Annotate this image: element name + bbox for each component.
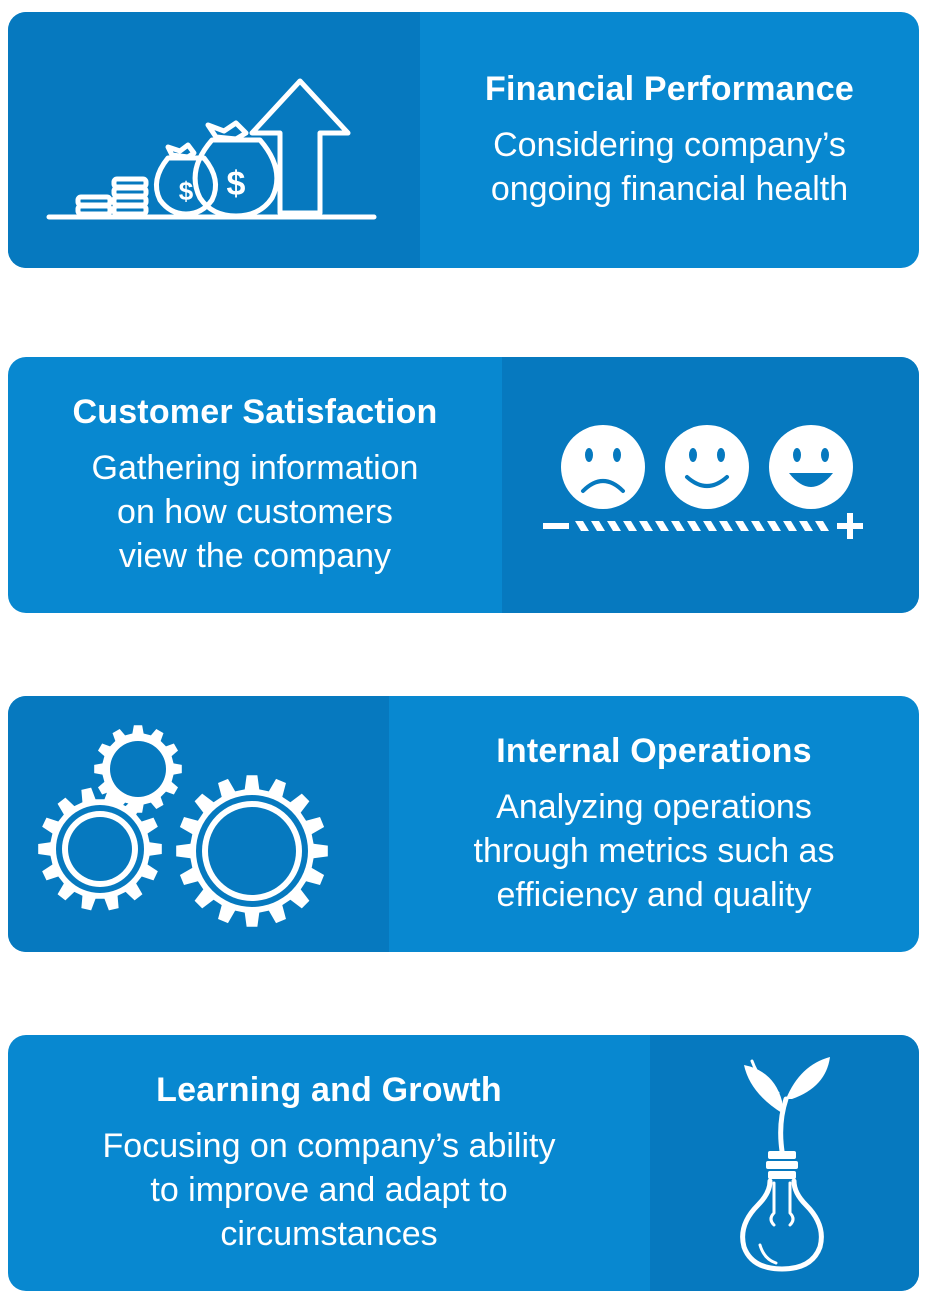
card-title: Learning and Growth xyxy=(156,1071,502,1109)
svg-text:$: $ xyxy=(227,165,246,203)
card-description: Analyzing operations through metrics suc… xyxy=(473,788,835,914)
card-title: Financial Performance xyxy=(485,70,854,108)
card-title: Customer Satisfaction xyxy=(72,393,438,431)
card-internal-operations: Internal Operations Analyzing operations… xyxy=(8,696,919,952)
card-description: Focusing on company’s ability to improve… xyxy=(102,1127,556,1253)
card-learning-growth: Learning and Growth Focusing on company’… xyxy=(8,1035,919,1291)
card-description: Gathering information on how customers v… xyxy=(91,449,419,575)
card-title: Internal Operations xyxy=(496,732,812,770)
satisfaction-scale-icon xyxy=(502,357,919,613)
gears-icon xyxy=(8,696,389,952)
happy-face-icon xyxy=(768,425,853,509)
card-financial-performance: $ $ Financial Performance Considering co… xyxy=(8,12,919,268)
card-description: Considering company’s ongoing financial … xyxy=(490,126,849,208)
sad-face-icon xyxy=(560,425,645,509)
lightbulb-sprout-icon xyxy=(650,1035,919,1291)
card-customer-satisfaction: Customer Satisfaction Gathering informat… xyxy=(8,357,919,613)
svg-text:$: $ xyxy=(179,176,194,206)
plus-icon xyxy=(836,513,863,539)
smile-face-icon xyxy=(664,425,749,509)
minus-icon xyxy=(542,523,569,529)
money-growth-icon: $ $ xyxy=(8,12,420,268)
